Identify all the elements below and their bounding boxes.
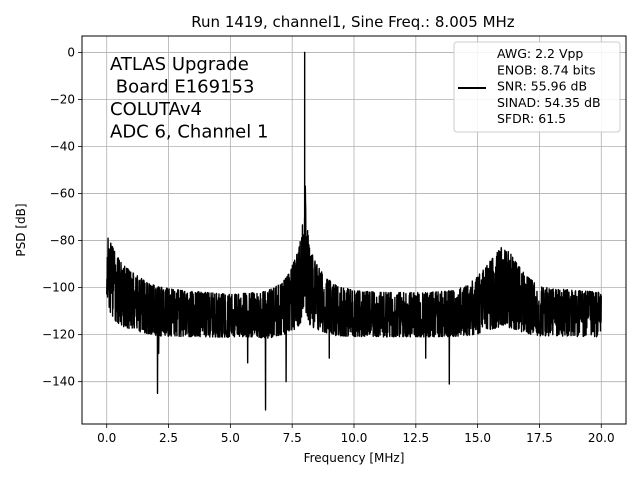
y-tick-label: 0 — [67, 45, 75, 59]
legend: AWG: 2.2 Vpp ENOB: 8.74 bits SNR: 55.96 dB… — [453, 41, 621, 133]
grid-lines — [82, 36, 626, 424]
x-tick-label: 10.0 — [341, 431, 368, 445]
x-tick-label: 7.5 — [283, 431, 302, 445]
x-axis-label: Frequency [MHz] — [304, 451, 405, 465]
x-tick-label: 15.0 — [464, 431, 491, 445]
x-tick-label: 0.0 — [97, 431, 116, 445]
x-tick-label: 2.5 — [159, 431, 178, 445]
legend-text-line: ENOB: 8.74 bits — [497, 62, 595, 77]
y-tick-label: −100 — [42, 281, 75, 295]
psd-series — [106, 51, 602, 411]
y-tick-label: −140 — [42, 375, 75, 389]
x-tick-label: 20.0 — [588, 431, 615, 445]
y-tick-label: −40 — [50, 140, 75, 154]
annotation-line: COLUTAv4 — [110, 99, 202, 120]
legend-text-line: SNR: 55.96 dB — [497, 79, 587, 94]
y-tick-label: −20 — [50, 92, 75, 106]
legend-series-label: AWG: 2.2 Vpp ENOB: 8.74 bits SNR: 55.96 dB… — [497, 46, 601, 126]
y-tick-label: −60 — [50, 187, 75, 201]
psd-trace — [106, 51, 602, 411]
board-annotation: ATLAS Upgrade Board E169153 COLUTAv4 ADC 6… — [110, 54, 268, 143]
legend-text-line: SFDR: 61.5 — [497, 111, 566, 126]
y-axis-ticks: 0 −20 −40 −60 −80 −100 −120 −140 — [42, 45, 82, 389]
y-tick-label: −120 — [42, 328, 75, 342]
y-axis-label: PSD [dB] — [14, 203, 28, 256]
annotation-line: ADC 6, Channel 1 — [110, 122, 268, 143]
x-tick-label: 12.5 — [402, 431, 429, 445]
annotation-line: ATLAS Upgrade — [110, 54, 249, 75]
annotation-line: Board E169153 — [110, 77, 254, 98]
legend-text-line: SINAD: 54.35 dB — [497, 95, 601, 110]
x-axis-ticks: 0.0 2.5 5.0 7.5 10.0 12.5 15.0 17.5 20.0 — [97, 424, 615, 445]
legend-text-line: AWG: 2.2 Vpp — [497, 46, 583, 61]
legend-box — [453, 41, 621, 133]
chart-title: Run 1419, channel1, Sine Freq.: 8.005 MH… — [191, 13, 515, 31]
y-tick-label: −80 — [50, 234, 75, 248]
x-tick-label: 17.5 — [526, 431, 553, 445]
x-tick-label: 5.0 — [221, 431, 240, 445]
